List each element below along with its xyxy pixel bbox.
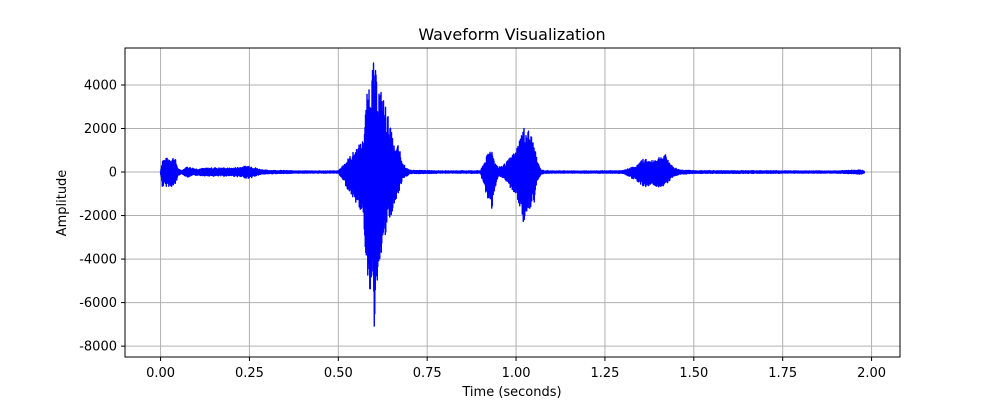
y-tick-label: 0	[109, 166, 117, 181]
x-tick-label: 0.75	[413, 366, 442, 381]
x-tick-label: 0.25	[235, 366, 264, 381]
y-tick-label: -8000	[79, 340, 117, 355]
x-tick-label: 1.50	[679, 366, 708, 381]
y-axis-label: Amplitude	[55, 170, 70, 237]
x-tick-label: 1.75	[768, 366, 797, 381]
y-tick-label: 4000	[84, 78, 117, 93]
y-tick-label: -4000	[79, 253, 117, 268]
x-tick-label: 0.00	[146, 366, 175, 381]
y-tick-label: -2000	[79, 209, 117, 224]
waveform-line	[159, 62, 866, 327]
y-axis-ticks: -8000 -6000 -4000 -2000 0 2000 4000	[79, 78, 125, 355]
plot-border	[124, 47, 901, 358]
x-axis-label: Time (seconds)	[461, 385, 561, 400]
x-axis-ticks: 0.00 0.25 0.50 0.75 1.00 1.25 1.50 1.75 2.00	[146, 357, 886, 381]
plot-area: 0.00 0.25 0.50 0.75 1.00 1.25 1.50 1.75 2.00 -80…	[79, 47, 901, 381]
y-tick-label: 2000	[84, 122, 117, 137]
x-tick-label: 2.00	[857, 366, 886, 381]
y-tick-label: -6000	[79, 296, 117, 311]
series-group	[159, 62, 866, 327]
x-tick-label: 0.50	[324, 366, 353, 381]
x-tick-label: 1.00	[502, 366, 531, 381]
plot-frame	[125, 48, 900, 357]
x-tick-label: 1.25	[590, 366, 619, 381]
chart-title: Waveform Visualization	[418, 25, 605, 44]
